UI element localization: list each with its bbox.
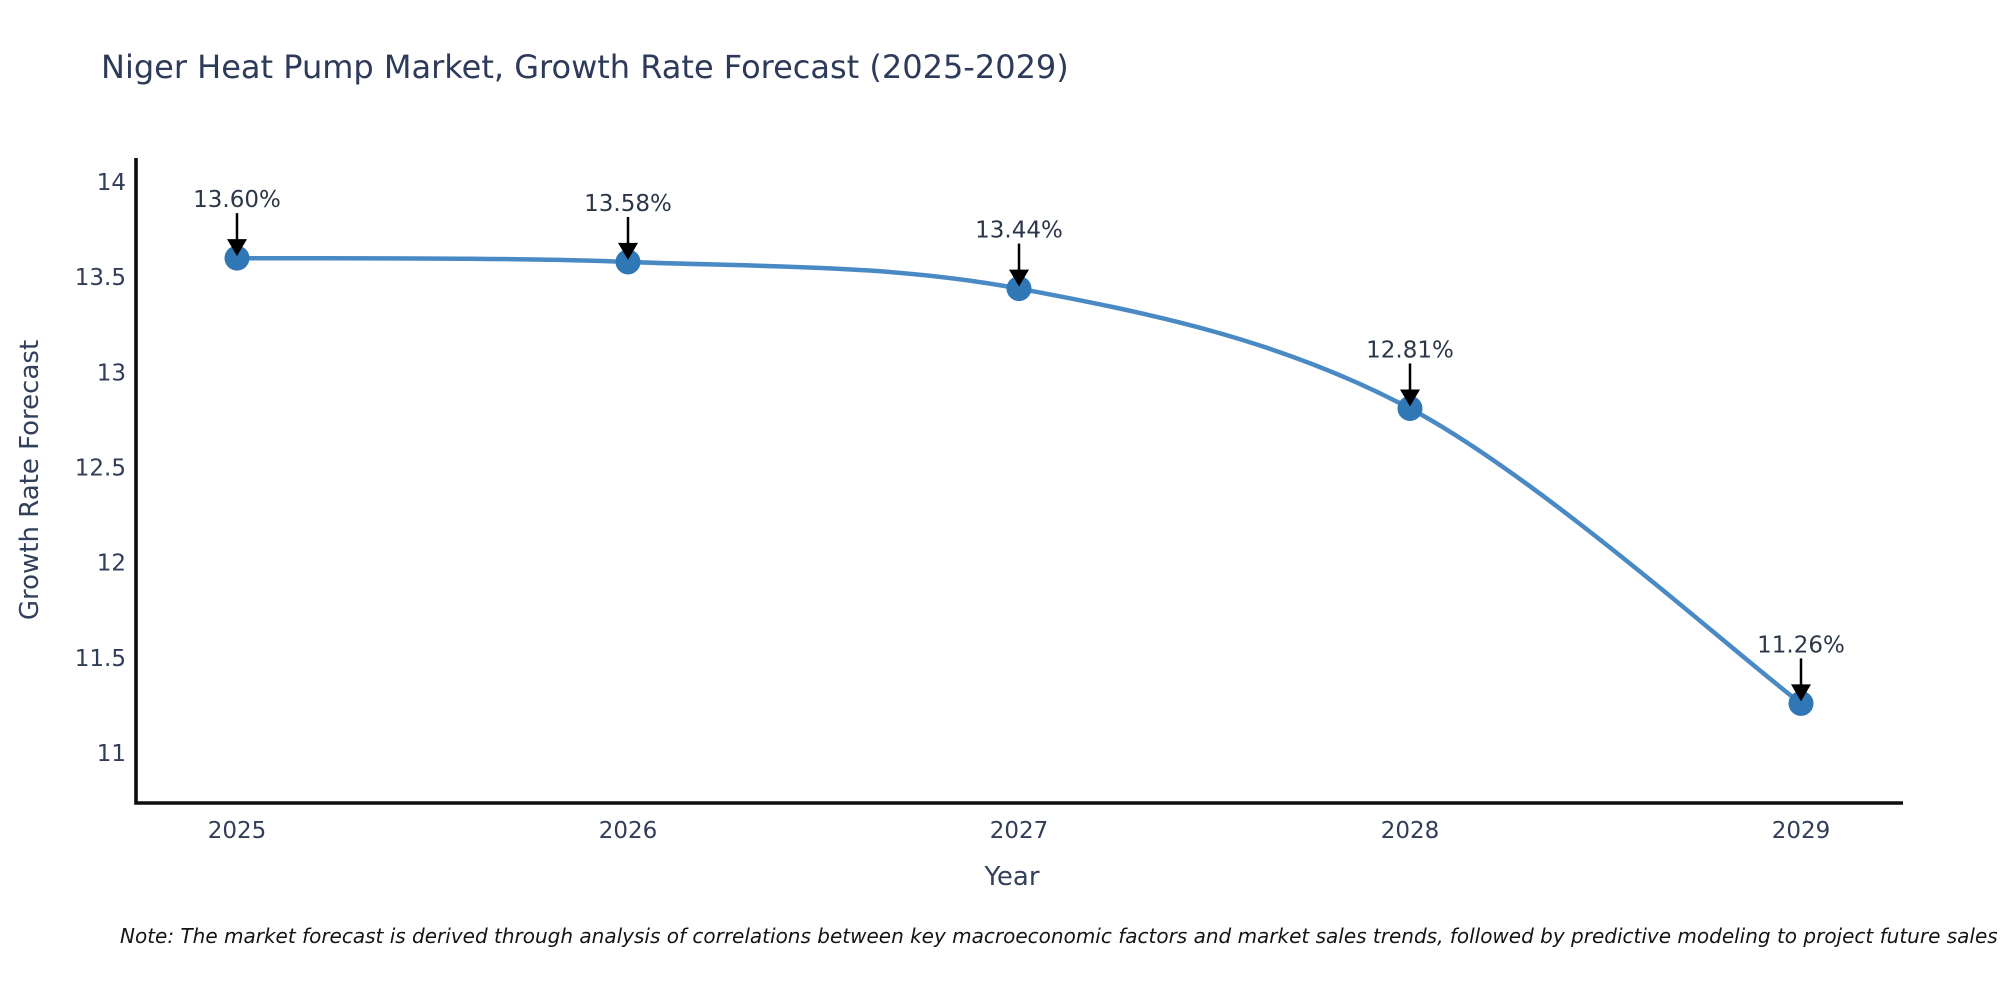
y-tick-label: 12.5 <box>75 455 126 481</box>
x-tick-label: 2025 <box>208 818 267 844</box>
data-point-label: 11.26% <box>1757 632 1845 658</box>
y-tick-label: 11 <box>97 741 126 767</box>
annotation-arrow-head <box>1400 389 1420 407</box>
chart-title: Niger Heat Pump Market, Growth Rate Fore… <box>101 48 1069 86</box>
data-point-marker <box>224 245 250 271</box>
data-point-label: 13.44% <box>975 218 1063 244</box>
data-point-marker <box>1397 395 1423 421</box>
x-tick-label: 2026 <box>599 818 658 844</box>
annotation-arrow-head <box>1791 684 1811 702</box>
y-tick-label: 13.5 <box>75 265 126 291</box>
footnote: Note: The market forecast is derived thr… <box>120 924 1998 948</box>
y-tick-label: 11.5 <box>75 646 126 672</box>
x-tick-label: 2028 <box>1381 818 1440 844</box>
y-tick-label: 13 <box>97 360 126 386</box>
data-point-marker <box>1006 276 1032 302</box>
annotation-arrow-head <box>618 242 638 260</box>
forecast-line <box>234 255 1804 706</box>
annotation-arrow-head <box>227 239 247 257</box>
x-axis-title: Year <box>984 862 1040 892</box>
x-tick-label: 2029 <box>1772 818 1831 844</box>
axis-spines <box>134 158 1903 805</box>
y-tick-label: 12 <box>97 551 126 577</box>
y-tick-label: 14 <box>97 170 126 196</box>
data-point-marker <box>615 249 641 275</box>
data-point-label: 13.58% <box>584 191 672 217</box>
annotation-arrow-head <box>1009 269 1029 287</box>
data-point-marker <box>1788 690 1814 716</box>
data-point-label: 13.60% <box>193 187 281 213</box>
x-tick-label: 2027 <box>990 818 1049 844</box>
data-point-label: 12.81% <box>1366 337 1454 363</box>
